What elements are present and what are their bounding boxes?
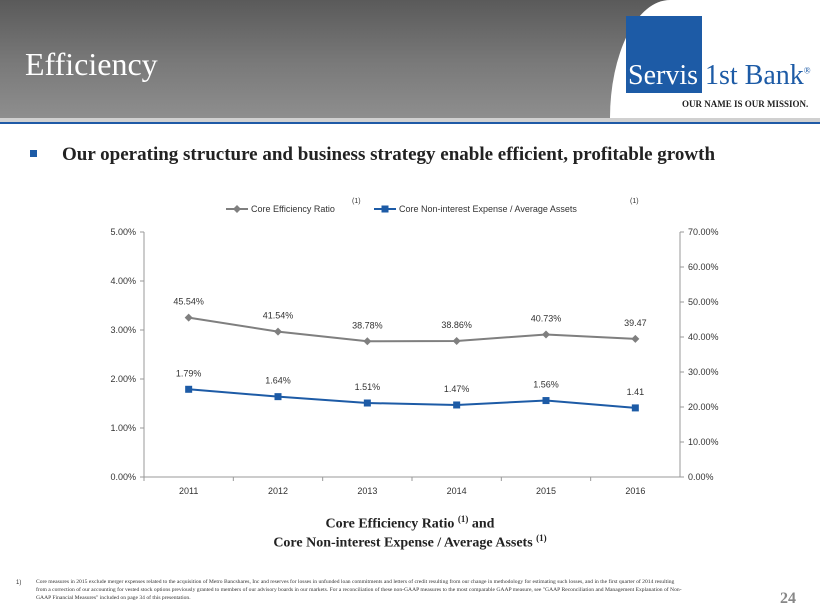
data-label: 1.41 (627, 387, 645, 397)
x-tick-label: 2014 (447, 486, 467, 496)
page-number: 24 (780, 590, 796, 607)
expense-point (542, 397, 550, 405)
efficiency-point (452, 336, 461, 345)
right-tick-label: 0.00% (688, 472, 714, 482)
right-tick-label: 10.00% (688, 437, 719, 447)
expense-point (185, 385, 193, 393)
efficiency-point (184, 313, 193, 322)
data-label: 45.54% (173, 297, 204, 307)
right-tick-label: 70.00% (688, 227, 719, 237)
data-label: 41.54% (263, 311, 294, 321)
legend-footnote: (1) (630, 198, 639, 205)
left-tick-label: 5.00% (110, 227, 136, 237)
data-label: 1.79% (176, 368, 202, 378)
efficiency-point (363, 337, 372, 346)
x-tick-label: 2012 (268, 486, 288, 496)
right-tick-label: 40.00% (688, 332, 719, 342)
header-divider (0, 118, 820, 122)
right-tick-label: 20.00% (688, 402, 719, 412)
legend-marker-efficiency (233, 205, 241, 213)
series-line-1 (188, 388, 636, 409)
expense-point (631, 404, 639, 412)
legend-label: Core Efficiency Ratio (251, 204, 335, 214)
footnote-text: Core measures in 2015 exclude merger exp… (36, 579, 682, 601)
data-label: 1.47% (444, 384, 470, 394)
x-tick-label: 2011 (179, 486, 198, 496)
bank-logo: Servis 1st Bank® (628, 60, 811, 91)
chart-title-line2: Core Non-interest Expense / Average Asse… (273, 533, 547, 551)
data-label: 1.64% (265, 376, 291, 386)
legend-label: Core Non-interest Expense / Average Asse… (399, 204, 577, 214)
left-tick-label: 0.00% (110, 472, 136, 482)
data-label: 40.73% (531, 313, 562, 323)
efficiency-point (542, 330, 550, 339)
data-label: 38.78% (352, 320, 383, 330)
right-tick-label: 60.00% (688, 262, 719, 272)
headline: Our operating structure and business str… (62, 144, 716, 165)
right-tick-label: 30.00% (688, 367, 719, 377)
expense-point (453, 401, 461, 409)
left-tick-label: 4.00% (110, 276, 136, 286)
right-tick-label: 50.00% (688, 297, 719, 307)
x-tick-label: 2013 (357, 486, 377, 496)
x-tick-label: 2016 (625, 486, 645, 496)
data-label: 39.47 (624, 318, 647, 328)
legend-footnote: (1) (352, 198, 361, 205)
header-accent-line (0, 122, 820, 124)
expense-point (363, 399, 371, 407)
legend-marker-expense (381, 205, 389, 213)
efficiency-point (274, 327, 282, 336)
data-label: 1.51% (355, 382, 381, 392)
data-label: 38.86% (441, 320, 472, 330)
logo-square (626, 16, 702, 93)
left-tick-label: 1.00% (110, 423, 136, 433)
series-line-0 (188, 316, 636, 343)
expense-point (274, 393, 282, 401)
page-title: Efficiency (25, 46, 158, 82)
chart-title-line1: Core Efficiency Ratio (1) and (325, 514, 495, 532)
footnote-number: 1) (16, 580, 22, 586)
x-tick-label: 2015 (536, 486, 556, 496)
efficiency-point (631, 334, 640, 343)
bullet-icon (30, 150, 37, 157)
data-label: 1.56% (533, 380, 559, 390)
left-tick-label: 3.00% (110, 325, 136, 335)
left-tick-label: 2.00% (110, 374, 136, 384)
logo-tagline: OUR NAME IS OUR MISSION. (682, 99, 809, 109)
